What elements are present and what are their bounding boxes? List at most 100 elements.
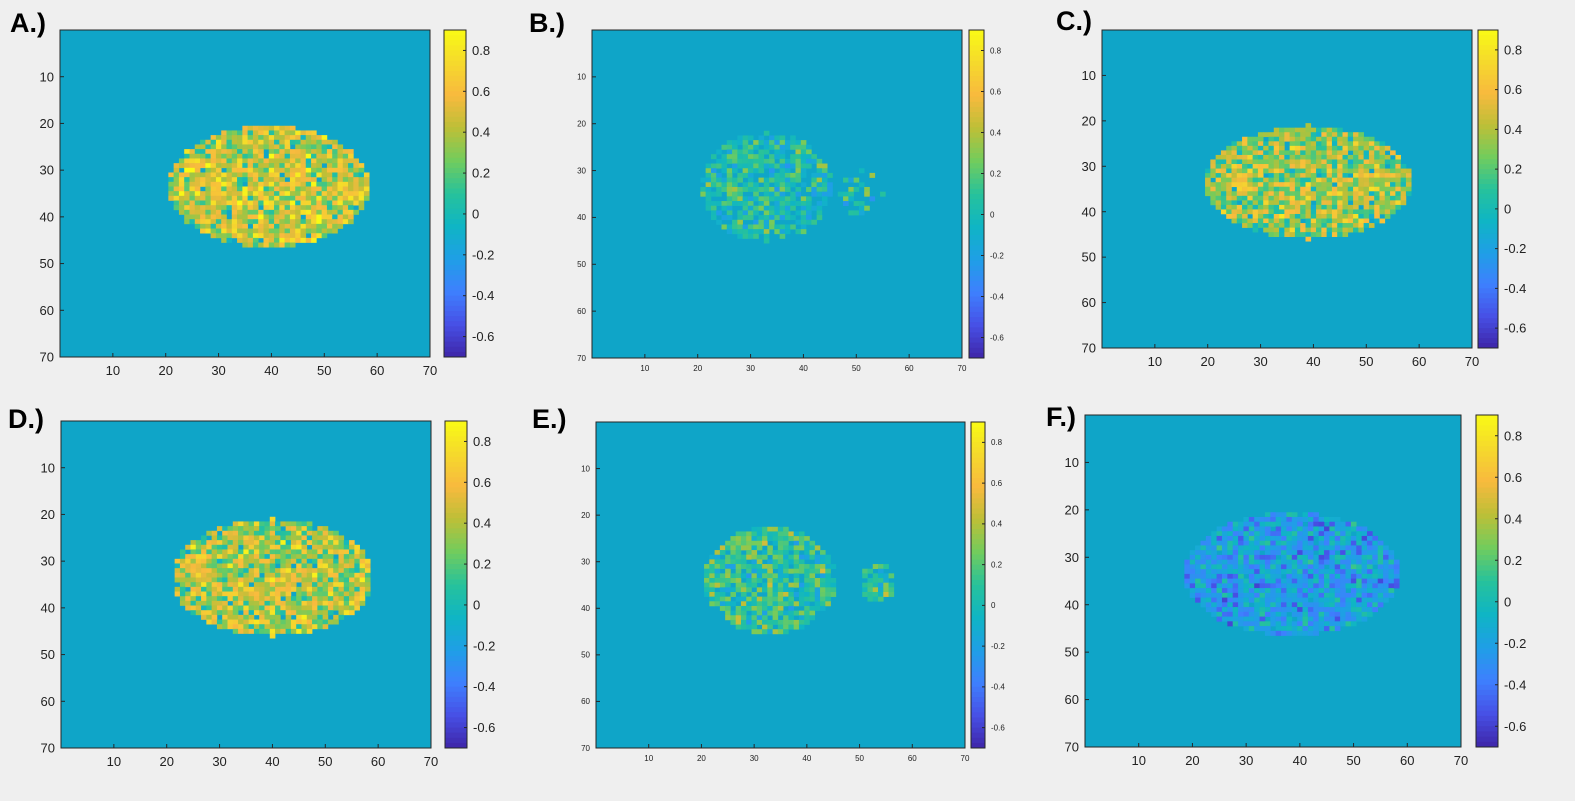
heatmap-cell [1242,195,1248,201]
heatmap-cell [274,125,280,131]
heatmap-cell [827,191,833,197]
heatmap-cell [1279,213,1285,219]
heatmap-cell [747,168,754,174]
heatmap-cell [1345,550,1352,556]
heatmap-cell [1231,150,1238,156]
heatmap-cell [184,214,190,220]
heatmap-cell [1324,611,1330,617]
colorbar-segment [1476,518,1498,525]
heatmap-cell [190,540,197,546]
heatmap-cell [349,577,355,583]
colorbar-segment [1478,89,1498,96]
heatmap-cell [1390,168,1396,174]
heatmap-cell [248,596,255,602]
heatmap-cell [1232,578,1239,584]
heatmap-cell [777,559,784,565]
x-tick-label: 70 [958,364,967,373]
heatmap-cell [1326,159,1333,165]
heatmap-cell [274,228,280,234]
heatmap-cell [1356,578,1362,584]
heatmap-cell [753,168,759,174]
heatmap-cell [1291,564,1298,570]
heatmap-cell [1367,554,1373,560]
heatmap-cell [784,196,791,202]
heatmap-cell [279,205,285,211]
heatmap-cell [1353,177,1359,183]
heatmap-cell [735,564,742,569]
colorbar-segment [969,306,984,313]
heatmap-cells [700,130,886,244]
heatmap-cell [305,237,312,243]
heatmap-cell [195,544,202,550]
heatmap-cell [348,195,354,201]
heatmap-cell [800,163,807,169]
heatmap-cell [1347,132,1354,138]
heatmap-cell [1238,521,1244,527]
heatmap-cell [1247,136,1253,142]
heatmap-cell [201,535,207,541]
heatmap-cell [349,586,355,592]
colorbar-segment [1476,498,1498,504]
heatmap-cell [746,582,752,588]
colorbar-segment [969,173,984,180]
heatmap-cell [809,610,816,616]
colorbar-tick-label: 0.2 [1504,553,1522,568]
colorbar-segment [445,569,467,575]
heatmap-cell [1326,204,1333,210]
heatmap-cell [195,563,202,569]
heatmap-cell [1310,213,1317,219]
heatmap-cell [795,186,802,192]
heatmap-cell [243,619,249,625]
x-tick-label: 50 [852,364,861,373]
heatmap-cell [726,196,733,202]
colorbar-tick-label: 0.8 [991,438,1003,447]
heatmap-cell [772,601,779,607]
heatmap-cell [353,177,359,183]
heatmap-cell [1342,150,1349,156]
heatmap-cell [1329,569,1336,575]
heatmap-cell [1342,136,1349,142]
heatmap-cell [206,619,212,625]
heatmap-cell [194,163,201,169]
heatmap-cell [279,195,285,201]
heatmap-cell [237,205,243,211]
heatmap-cell [1321,200,1327,206]
heatmap-cell [1300,204,1306,210]
heatmap-cell [285,563,292,569]
heatmap-cell [758,149,765,155]
heatmap-cell [1281,588,1287,594]
heatmap-cell [1273,168,1280,174]
heatmap-cell [1286,592,1293,598]
heatmap-cell [211,563,218,569]
heatmap-cell [756,610,763,616]
heatmap-cell [275,605,281,611]
heatmap-cell [767,610,773,616]
heatmap-cell [1384,209,1391,215]
panel-d: D.) 10 20 30 40 50 60 70 10 20 30 40 50 60 70 0.8 0.6 0.… [0,396,525,796]
heatmap-cell [221,186,227,192]
heatmap-cell [332,181,338,187]
heatmap-cell [1236,177,1243,183]
heatmap-cell [1259,597,1266,603]
heatmap-cell [747,210,754,216]
heatmap-cell [1273,209,1280,215]
heatmap-cell [1232,564,1239,570]
heatmap-cell [206,582,212,588]
heatmap-cell [1279,195,1285,201]
colorbar-segment [445,574,467,580]
heatmap-cell [1211,531,1217,537]
heatmap-cell [285,544,292,550]
heatmap-cell [758,224,765,230]
heatmap-cell [247,214,254,220]
heatmap-cell [1329,607,1336,613]
heatmap-cell [1361,611,1368,617]
heatmap-cell [300,163,307,169]
heatmap-cell [173,167,180,173]
heatmap-cell [1331,200,1338,206]
heatmap-cell [772,578,779,583]
heatmap-cell [1211,569,1217,575]
heatmap-cell [237,237,243,243]
heatmap-cell [1363,209,1370,215]
heatmap-cell [1374,200,1380,206]
heatmap-cell [322,582,329,588]
